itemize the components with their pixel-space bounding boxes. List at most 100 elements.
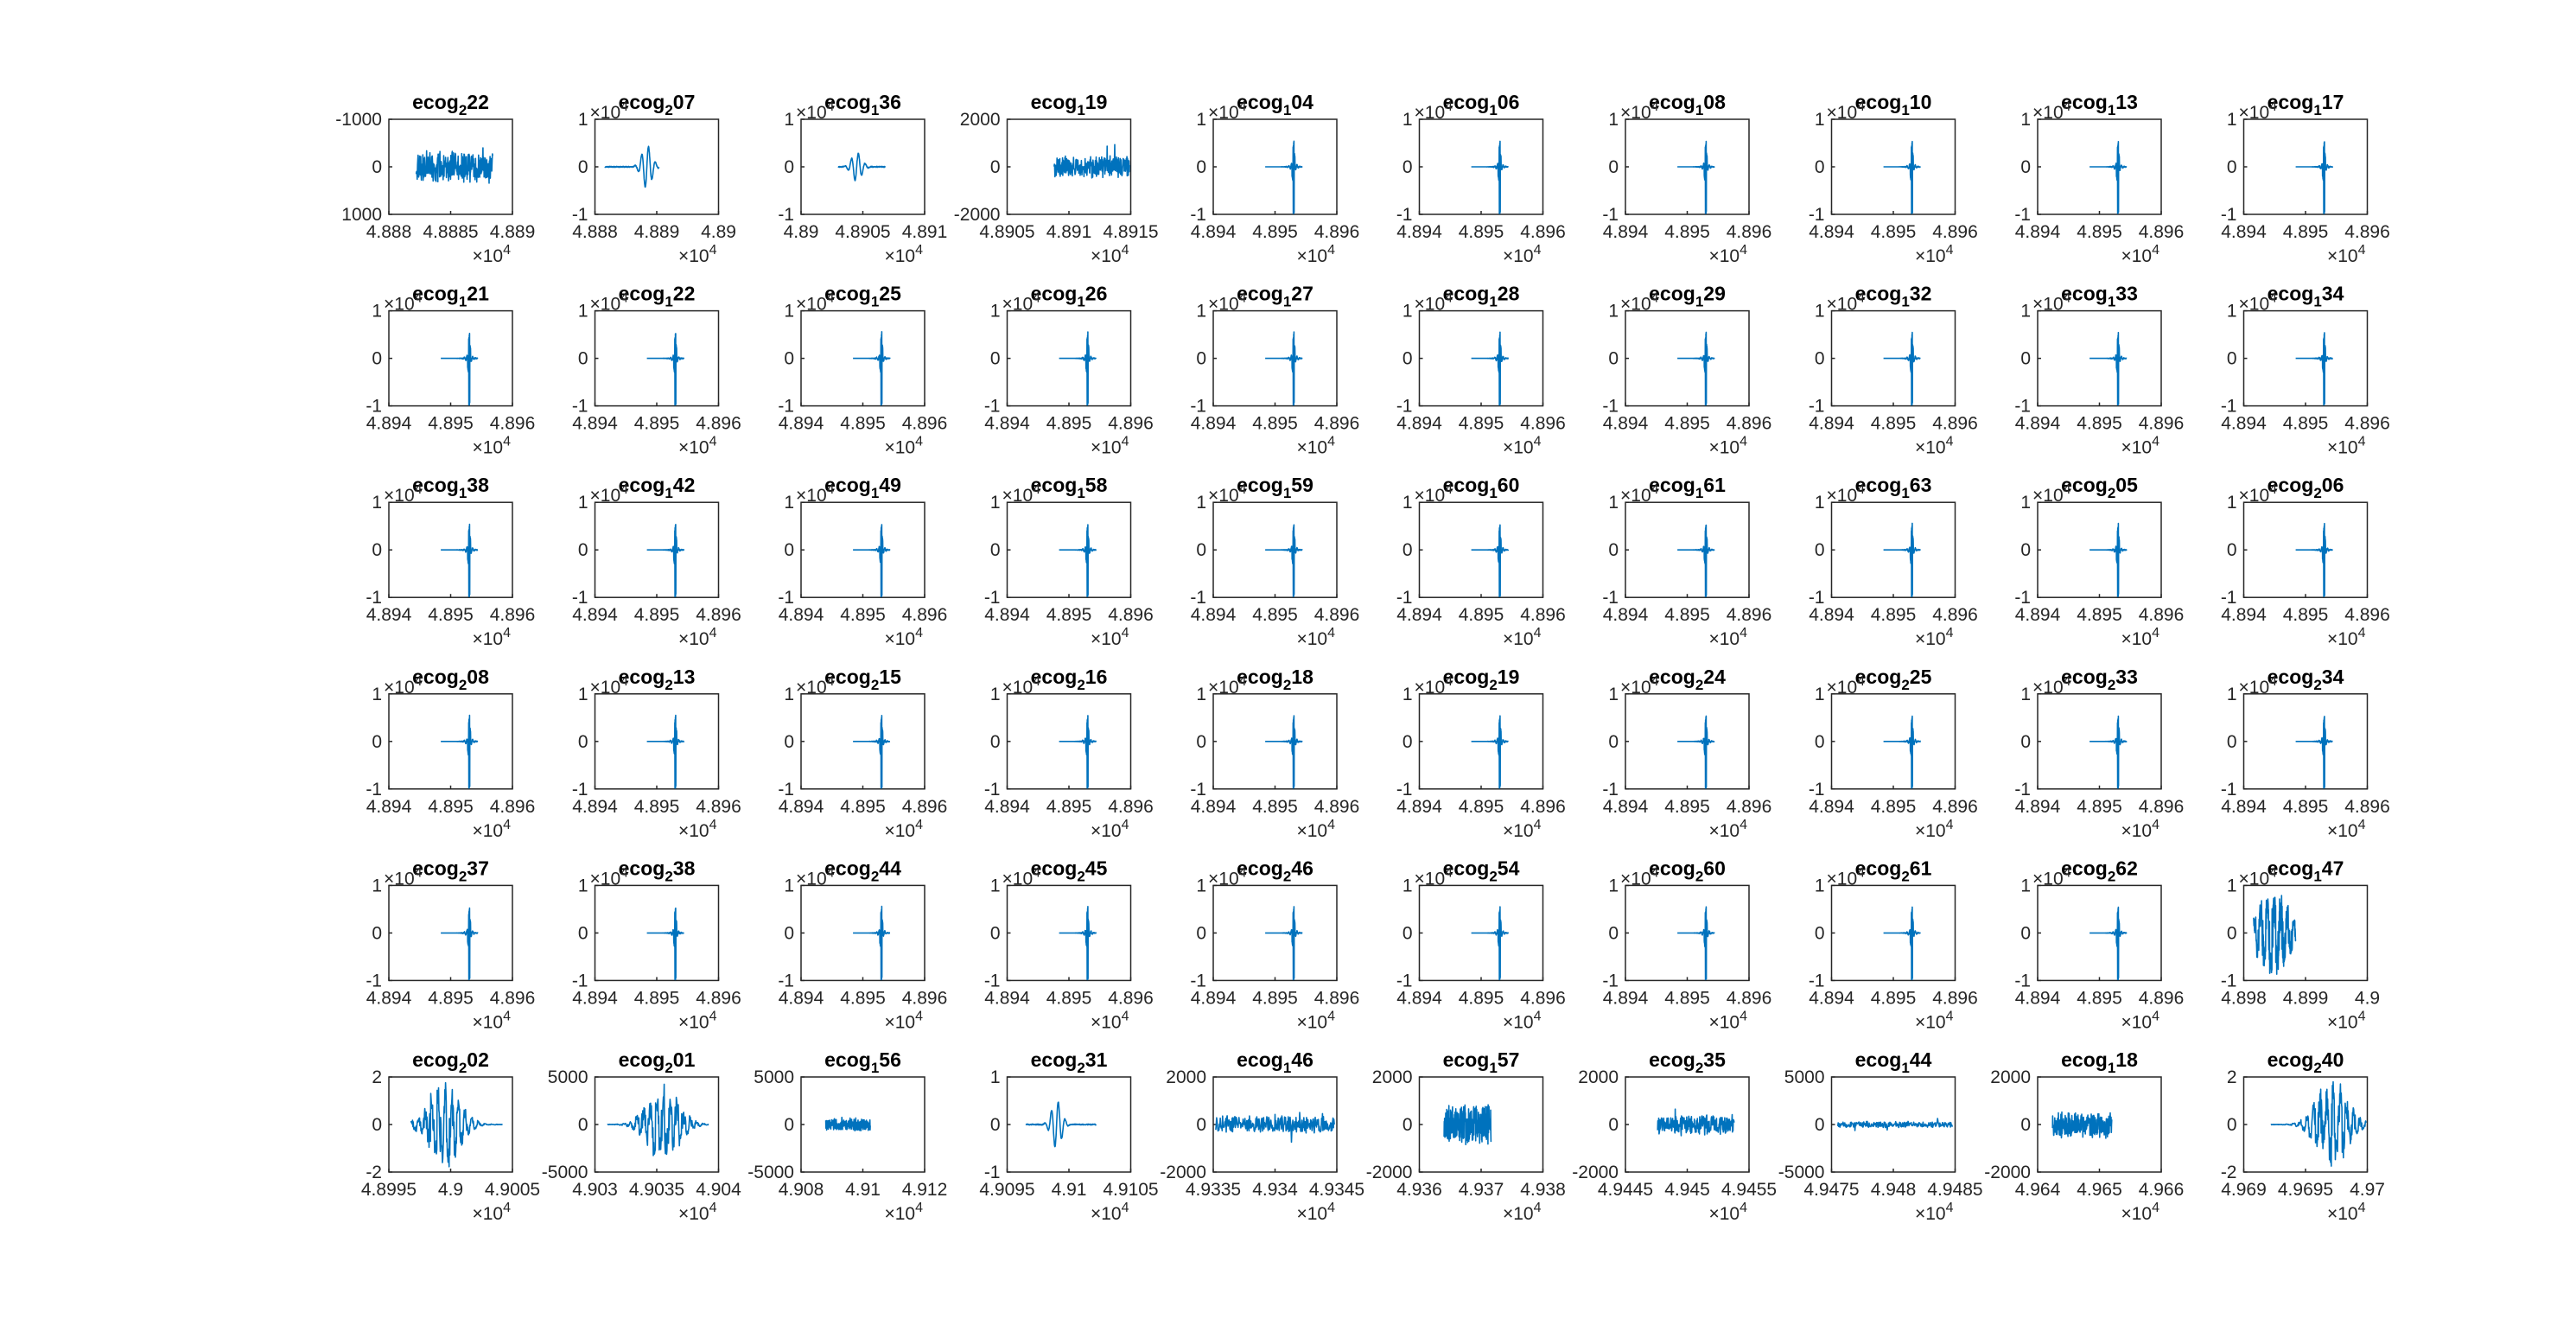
x-tick-label: 4.895	[2077, 414, 2122, 434]
x-tick-label: 4.9335	[1186, 1180, 1241, 1200]
x-tick-label: 4.894	[779, 414, 824, 434]
x-tick-label: 4.896	[1520, 605, 1566, 625]
title-base: ecog	[412, 1048, 459, 1071]
x-tick-label: 4.894	[984, 605, 1030, 625]
title-number: 15	[879, 666, 901, 688]
y-tick-label: 1	[990, 493, 1001, 513]
subplot-title: ecog125	[824, 283, 901, 310]
x-tick-label: 4.9475	[1803, 1180, 1859, 1200]
title-subscript: 1	[665, 485, 672, 501]
title-number: 04	[1291, 91, 1313, 113]
x-exponent-label: ×104	[1708, 626, 1747, 649]
y-tick-label: -1	[2014, 588, 2031, 608]
x-exponent-label: ×104	[472, 818, 511, 841]
y-tick-label: 0	[372, 349, 382, 369]
subplot-title: ecog231	[1031, 1048, 1108, 1076]
y-tick-label: -1	[572, 205, 588, 225]
title-base: ecog	[619, 666, 665, 688]
title-number: 44	[879, 857, 901, 879]
signal-trace	[1264, 331, 1303, 406]
y-tick-label: 1	[372, 876, 382, 895]
x-tick-label: 4.938	[1520, 1180, 1566, 1200]
x-exponent-label: ×104	[2121, 243, 2159, 266]
title-subscript: 2	[2108, 485, 2115, 501]
title-subscript: 2	[665, 868, 672, 884]
x-exponent-label: ×104	[1503, 243, 1542, 266]
title-number: 33	[2115, 666, 2138, 688]
y-tick-label: -5000	[747, 1163, 794, 1182]
signal-trace	[1264, 715, 1303, 789]
x-exponent-label: ×104	[1915, 1201, 1954, 1224]
title-base: ecog	[824, 474, 871, 496]
title-number: 29	[1703, 283, 1726, 305]
y-exponent-label: ×104	[590, 291, 629, 315]
y-tick-label: -1	[778, 205, 794, 225]
x-tick-label: 4.895	[428, 414, 474, 434]
x-tick-label: 4.8905	[835, 222, 890, 242]
title-subscript: 2	[1077, 677, 1084, 693]
x-exponent-label: ×104	[1091, 435, 1129, 458]
title-base: ecog	[1237, 474, 1283, 496]
x-exponent-label: ×104	[1503, 1009, 1542, 1032]
signal-trace	[1676, 140, 1715, 214]
y-tick-label: 1	[1196, 685, 1206, 704]
y-tick-label: 1	[2227, 493, 2237, 513]
subplot-title: ecog225	[1855, 666, 1932, 693]
y-tick-label: 1	[1196, 110, 1206, 130]
title-base: ecog	[1237, 1048, 1283, 1071]
x-tick-label: 4.896	[1108, 797, 1154, 817]
title-number: 49	[879, 474, 901, 496]
x-tick-label: 4.895	[1664, 605, 1710, 625]
title-base: ecog	[1855, 666, 1902, 688]
x-exponent-label: ×104	[884, 435, 923, 458]
signal-trace	[2294, 332, 2334, 406]
x-tick-label: 4.896	[1314, 414, 1360, 434]
y-tick-label: 0	[784, 349, 794, 369]
y-tick-label: 0	[1815, 349, 1825, 369]
y-tick-label: -1	[2221, 971, 2237, 991]
x-tick-label: 4.894	[1809, 222, 1854, 242]
subplot-title: ecog118	[2061, 1048, 2138, 1076]
title-subscript: 1	[1489, 294, 1497, 310]
y-tick-label: 0	[2020, 349, 2031, 369]
y-tick-label: -1	[984, 971, 1001, 991]
x-tick-label: 4.894	[366, 605, 412, 625]
y-tick-label: 0	[1815, 540, 1825, 560]
x-tick-label: 4.948	[1871, 1180, 1917, 1200]
x-tick-label: 4.895	[1046, 605, 1092, 625]
x-tick-label: 4.896	[490, 797, 536, 817]
title-subscript: 1	[1077, 294, 1084, 310]
x-exponent-label: ×104	[1503, 626, 1542, 649]
x-tick-label: 4.9345	[1309, 1180, 1364, 1200]
x-tick-label: 4.89	[784, 222, 819, 242]
x-tick-label: 4.896	[1520, 797, 1566, 817]
x-tick-label: 4.894	[1603, 414, 1649, 434]
y-tick-label: 0	[1402, 540, 1413, 560]
title-number: 22	[467, 91, 489, 113]
y-tick-label: 0	[578, 923, 588, 943]
y-tick-label: -2000	[954, 205, 1001, 225]
x-tick-label: 4.895	[634, 605, 680, 625]
title-base: ecog	[2268, 474, 2314, 496]
subplot-title: ecog261	[1855, 857, 1932, 884]
signal-trace	[2294, 141, 2334, 214]
title-number: 02	[467, 1048, 489, 1071]
y-tick-label: 1	[1608, 493, 1619, 513]
x-tick-label: 4.895	[1252, 222, 1298, 242]
signal-trace	[1676, 715, 1715, 789]
x-tick-label: 4.895	[1664, 414, 1710, 434]
signal-trace	[2089, 331, 2128, 406]
y-tick-label: 0	[578, 540, 588, 560]
y-tick-label: 0	[1608, 540, 1619, 560]
x-tick-label: 4.894	[1809, 414, 1854, 434]
title-subscript: 2	[1901, 868, 1909, 884]
